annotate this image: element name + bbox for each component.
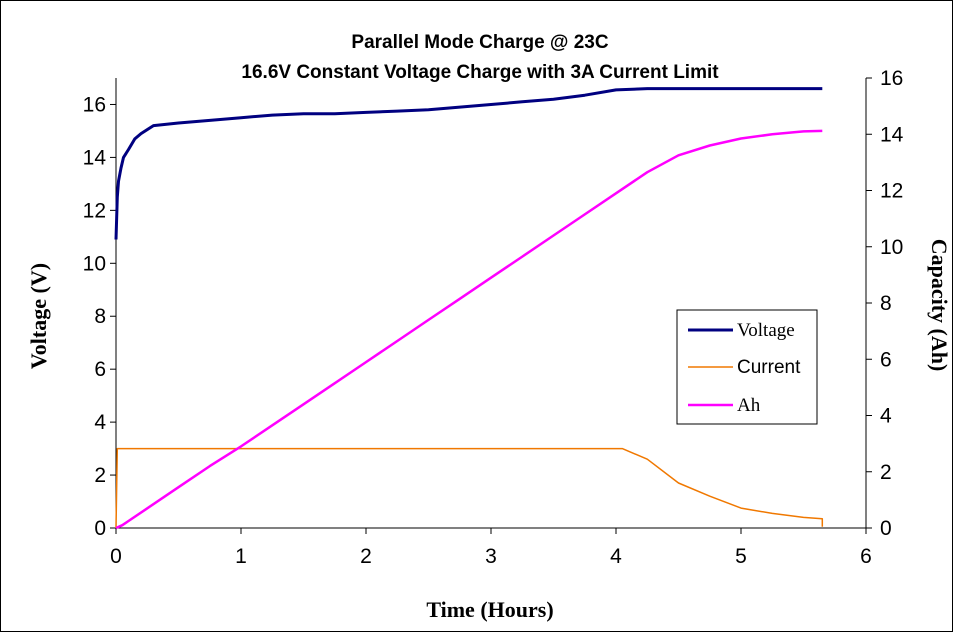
x-tick-label: 1 [235, 545, 247, 568]
x-tick-label: 2 [360, 545, 372, 568]
chart-subtitle: 16.6V Constant Voltage Charge with 3A Cu… [241, 62, 719, 83]
legend-label-current: Current [737, 357, 801, 378]
y-tick-label: 0 [94, 517, 106, 540]
y2-tick-label: 12 [880, 180, 903, 203]
y2-tick-label: 2 [880, 461, 892, 484]
y-tick-label: 8 [94, 305, 106, 328]
legend: Voltage Current Ah [676, 309, 818, 425]
y-tick-label: 16 [83, 93, 106, 116]
y2-tick-label: 6 [880, 348, 892, 371]
x-tick-label: 6 [860, 545, 872, 568]
x-axis-title: Time (Hours) [426, 597, 553, 622]
y-tick-label: 2 [94, 464, 106, 487]
series-ah-line [115, 129, 823, 530]
y-tick-label: 6 [94, 358, 106, 381]
x-tick-label: 5 [735, 545, 747, 568]
y-tick-label: 10 [83, 252, 106, 275]
y2-tick-label: 14 [880, 123, 904, 146]
y2-tick-label: 8 [880, 292, 892, 315]
x-tick-label: 3 [485, 545, 497, 568]
y-tick-label: 4 [94, 411, 106, 434]
legend-label-ah: Ah [737, 395, 761, 416]
legend-label-voltage: Voltage [737, 320, 795, 341]
y-tick-label: 14 [83, 146, 107, 169]
y2-tick-label: 4 [880, 405, 892, 428]
x-tick-label: 4 [610, 545, 622, 568]
series-current-line [115, 447, 824, 529]
y2-tick-label: 0 [880, 517, 892, 540]
chart-title: Parallel Mode Charge @ 23C [351, 32, 608, 53]
y2-tick-label: 10 [880, 236, 903, 259]
x-tick-label: 0 [110, 545, 122, 568]
y-tick-label: 12 [83, 199, 106, 222]
y2-tick-label: 16 [880, 67, 903, 90]
y2-axis-title: Capacity (Ah) [927, 239, 952, 372]
series-voltage-line [114, 87, 823, 240]
y-axis-title: Voltage (V) [26, 263, 51, 369]
series-layer [114, 87, 824, 530]
